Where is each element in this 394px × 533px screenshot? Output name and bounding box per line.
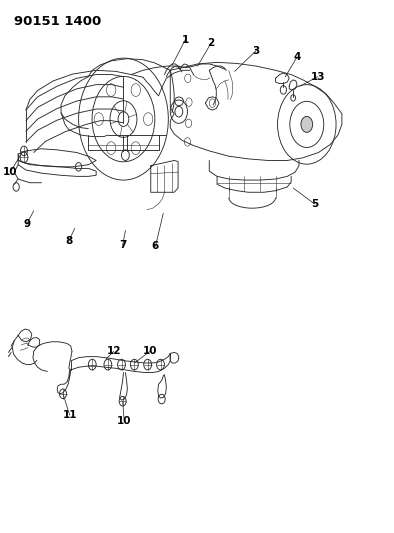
Text: 10: 10 — [3, 167, 18, 177]
Text: 9: 9 — [23, 219, 30, 229]
Text: 3: 3 — [253, 46, 260, 56]
Text: 10: 10 — [117, 416, 132, 426]
Circle shape — [301, 116, 313, 132]
Text: 11: 11 — [62, 410, 77, 420]
Text: 13: 13 — [310, 71, 325, 82]
Text: 12: 12 — [106, 346, 121, 357]
Text: 2: 2 — [208, 38, 215, 48]
Text: 4: 4 — [294, 52, 301, 62]
Text: 7: 7 — [119, 240, 126, 251]
Text: 1: 1 — [182, 35, 189, 45]
Text: 10: 10 — [143, 346, 157, 357]
Text: 90151 1400: 90151 1400 — [14, 14, 102, 28]
Text: 5: 5 — [311, 199, 318, 209]
Text: 8: 8 — [65, 236, 72, 246]
Text: 6: 6 — [152, 241, 159, 252]
